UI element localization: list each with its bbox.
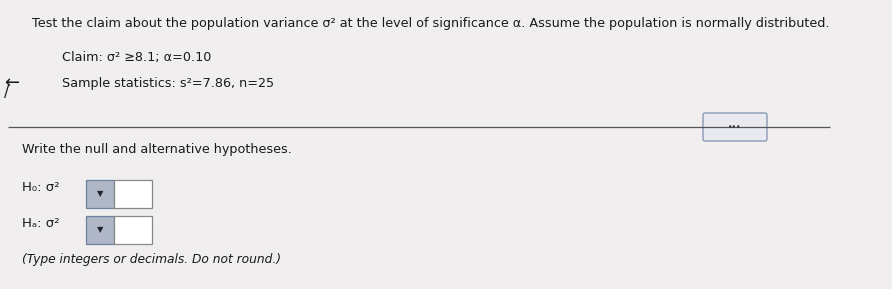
Text: Write the null and alternative hypotheses.: Write the null and alternative hypothese…: [22, 143, 292, 156]
Text: H₀: σ²: H₀: σ²: [22, 181, 60, 194]
Text: ▼: ▼: [96, 225, 103, 234]
Text: ▼: ▼: [96, 190, 103, 199]
Text: Claim: σ² ≥8.1; α=0.10: Claim: σ² ≥8.1; α=0.10: [62, 51, 211, 64]
Text: Hₐ: σ²: Hₐ: σ²: [22, 217, 60, 230]
Text: Test the claim about the population variance σ² at the level of significance α. : Test the claim about the population vari…: [32, 17, 830, 30]
Bar: [114, 180, 152, 208]
Text: Sample statistics: s²=7.86, n=25: Sample statistics: s²=7.86, n=25: [62, 77, 274, 90]
Bar: [86, 216, 114, 244]
Text: (Type integers or decimals. Do not round.): (Type integers or decimals. Do not round…: [22, 253, 281, 266]
Text: •••: •••: [728, 123, 742, 131]
Bar: [86, 180, 114, 208]
Text: /: /: [4, 85, 9, 100]
FancyBboxPatch shape: [703, 113, 767, 141]
Text: ←: ←: [4, 74, 19, 92]
Bar: [114, 216, 152, 244]
